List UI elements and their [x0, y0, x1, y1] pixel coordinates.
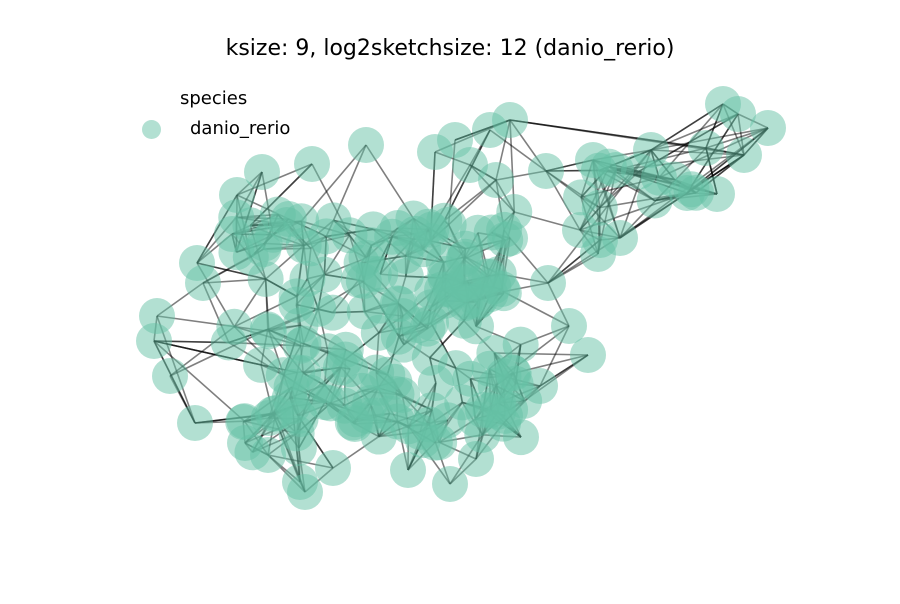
graph-node	[248, 261, 284, 297]
graph-node	[472, 112, 508, 148]
graph-node	[621, 153, 657, 189]
graph-node	[503, 327, 539, 363]
graph-node	[287, 474, 323, 510]
graph-node	[688, 130, 724, 166]
graph-node	[551, 308, 587, 344]
graph-node	[306, 367, 342, 403]
graph-node	[405, 422, 441, 458]
graph-node	[152, 358, 188, 394]
node-layer	[136, 86, 786, 510]
graph-node	[492, 392, 528, 428]
graph-node	[462, 282, 498, 318]
graph-node	[218, 199, 254, 235]
graph-node	[211, 325, 247, 361]
figure-title: ksize: 9, log2sketchsize: 12 (danio_reri…	[0, 36, 900, 61]
graph-node	[250, 311, 286, 347]
graph-node	[410, 209, 446, 245]
graph-node	[136, 323, 172, 359]
graph-node	[530, 265, 566, 301]
graph-node	[218, 234, 254, 270]
graph-node	[417, 134, 453, 170]
legend-label-danio-rerio: danio_rerio	[190, 118, 290, 139]
graph-node	[401, 307, 437, 343]
graph-node	[582, 190, 618, 226]
graph-node	[328, 332, 364, 368]
graph-node	[673, 171, 709, 207]
legend-swatch-danio-rerio	[142, 120, 161, 139]
graph-node	[308, 218, 344, 254]
graph-node	[185, 265, 221, 301]
graph-node	[726, 137, 762, 173]
graph-node	[294, 146, 330, 182]
graph-node	[274, 369, 310, 405]
graph-node	[341, 262, 377, 298]
graph-node	[352, 385, 388, 421]
graph-node	[348, 127, 384, 163]
graph-node	[271, 201, 307, 237]
graph-node	[474, 215, 510, 251]
graph-node	[591, 149, 627, 185]
graph-node	[281, 430, 317, 466]
graph-node	[424, 272, 460, 308]
graph-node	[388, 258, 424, 294]
graph-node	[750, 110, 786, 146]
graph-node	[315, 450, 351, 486]
legend-title: species	[180, 88, 247, 109]
graph-node	[226, 403, 262, 439]
graph-node	[306, 257, 342, 293]
graph-node	[528, 153, 564, 189]
graph-node	[177, 405, 213, 441]
graph-node	[418, 365, 454, 401]
graph-node	[432, 466, 468, 502]
graph-node	[452, 147, 488, 183]
